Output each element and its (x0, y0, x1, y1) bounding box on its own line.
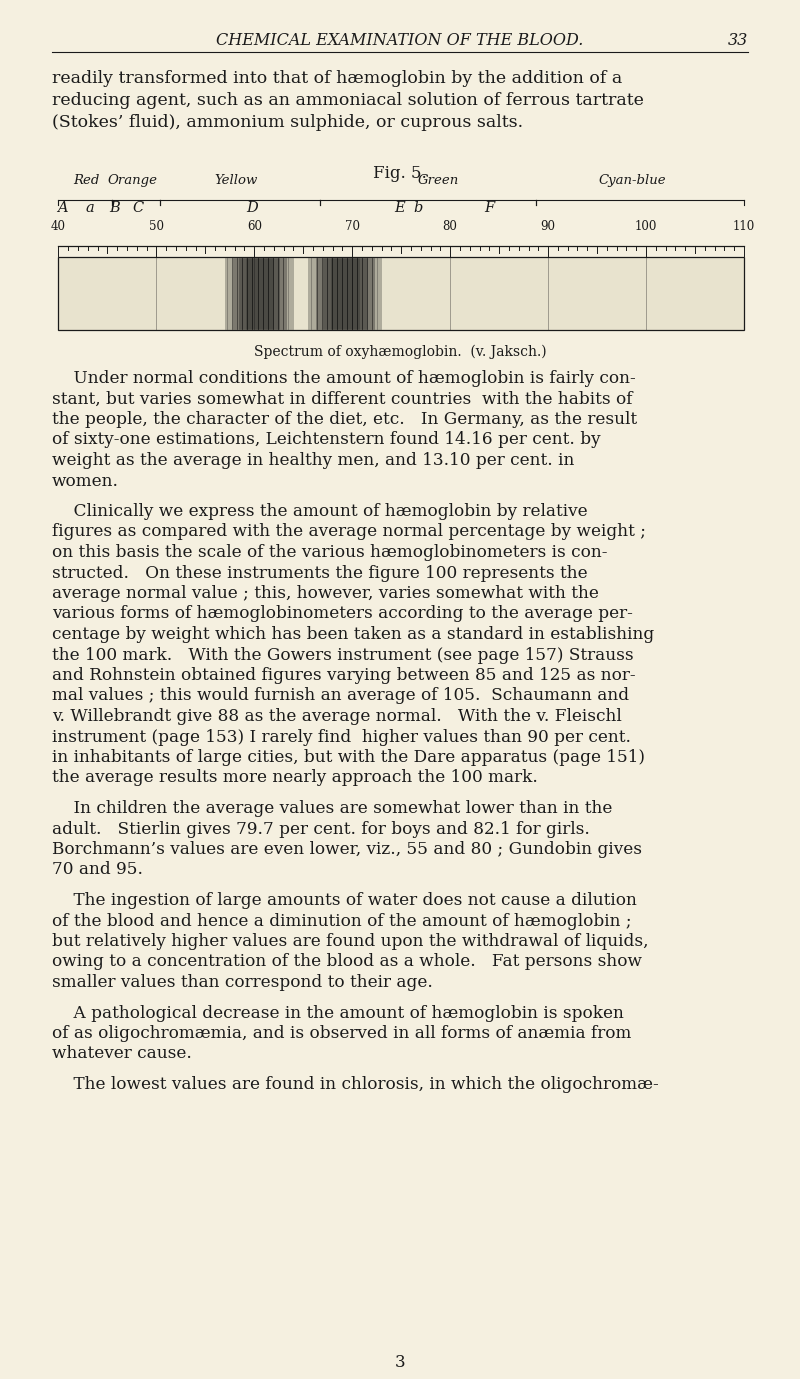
Text: Fig. 5.: Fig. 5. (373, 165, 427, 182)
Text: 60: 60 (246, 221, 262, 233)
Text: E: E (394, 201, 406, 215)
Text: smaller values than correspond to their age.: smaller values than correspond to their … (52, 974, 433, 992)
Text: stant, but varies somewhat in different countries  with the habits of: stant, but varies somewhat in different … (52, 390, 633, 408)
Text: 33: 33 (728, 32, 748, 50)
Text: average normal value ; this, however, varies somewhat with the: average normal value ; this, however, va… (52, 585, 599, 603)
Text: v. Willebrandt give 88 as the average normal.   With the v. Fleischl: v. Willebrandt give 88 as the average no… (52, 707, 622, 725)
Text: 70 and 95.: 70 and 95. (52, 862, 143, 878)
Text: Spectrum of oxyhæmoglobin.  (v. Jaksch.): Spectrum of oxyhæmoglobin. (v. Jaksch.) (254, 345, 546, 360)
Text: the 100 mark.   With the Gowers instrument (see page 157) Strauss: the 100 mark. With the Gowers instrument… (52, 647, 634, 663)
Text: B: B (109, 201, 120, 215)
Text: 80: 80 (442, 221, 458, 233)
Text: weight as the average in healthy men, and 13.10 per cent. in: weight as the average in healthy men, an… (52, 452, 574, 469)
Text: reducing agent, such as an ammoniacal solution of ferrous tartrate: reducing agent, such as an ammoniacal so… (52, 92, 644, 109)
Text: adult.   Stierlin gives 79.7 per cent. for boys and 82.1 for girls.: adult. Stierlin gives 79.7 per cent. for… (52, 821, 590, 837)
Text: Borchmann’s values are even lower, viz., 55 and 80 ; Gundobin gives: Borchmann’s values are even lower, viz.,… (52, 841, 642, 858)
Bar (58, 256, 744, 330)
Text: A: A (57, 201, 68, 215)
Text: structed.   On these instruments the figure 100 represents the: structed. On these instruments the figur… (52, 564, 588, 582)
Text: C: C (132, 201, 143, 215)
Text: b: b (413, 201, 422, 215)
Text: readily transformed into that of hæmoglobin by the addition of a: readily transformed into that of hæmoglo… (52, 70, 622, 87)
Text: Under normal conditions the amount of hæmoglobin is fairly con-: Under normal conditions the amount of hæ… (52, 370, 636, 387)
Text: in inhabitants of large cities, but with the Dare apparatus (page 151): in inhabitants of large cities, but with… (52, 749, 645, 765)
Text: figures as compared with the average normal percentage by weight ;: figures as compared with the average nor… (52, 524, 646, 541)
Text: a: a (86, 201, 94, 215)
Text: and Rohnstein obtained figures varying between 85 and 125 as nor-: and Rohnstein obtained figures varying b… (52, 667, 636, 684)
Text: The lowest values are found in chlorosis, in which the oligochromæ-: The lowest values are found in chlorosis… (52, 1076, 658, 1094)
Text: of sixty-one estimations, Leichtenstern found 14.16 per cent. by: of sixty-one estimations, Leichtenstern … (52, 432, 601, 448)
Text: 40: 40 (51, 221, 66, 233)
Text: of the blood and hence a diminution of the amount of hæmoglobin ;: of the blood and hence a diminution of t… (52, 913, 632, 929)
Text: F: F (485, 201, 494, 215)
Text: various forms of hæmoglobinometers according to the average per-: various forms of hæmoglobinometers accor… (52, 605, 633, 622)
Text: but relatively higher values are found upon the withdrawal of liquids,: but relatively higher values are found u… (52, 934, 649, 950)
Text: A pathological decrease in the amount of hæmoglobin is spoken: A pathological decrease in the amount of… (52, 1004, 624, 1022)
Text: Green: Green (418, 174, 459, 188)
Text: women.: women. (52, 473, 119, 490)
Text: Yellow: Yellow (214, 174, 258, 188)
Text: 110: 110 (733, 221, 755, 233)
Text: The ingestion of large amounts of water does not cause a dilution: The ingestion of large amounts of water … (52, 892, 637, 909)
Text: Clinically we express the amount of hæmoglobin by relative: Clinically we express the amount of hæmo… (52, 503, 588, 520)
Text: of as oligochromæmia, and is observed in all forms of anæmia from: of as oligochromæmia, and is observed in… (52, 1025, 631, 1043)
Text: 3: 3 (394, 1354, 406, 1371)
Text: the people, the character of the diet, etc.   In Germany, as the result: the people, the character of the diet, e… (52, 411, 637, 427)
Text: centage by weight which has been taken as a standard in establishing: centage by weight which has been taken a… (52, 626, 654, 643)
Text: In children the average values are somewhat lower than in the: In children the average values are somew… (52, 800, 612, 816)
Text: (Stokes’ fluid), ammonium sulphide, or cuprous salts.: (Stokes’ fluid), ammonium sulphide, or c… (52, 114, 523, 131)
Text: owing to a concentration of the blood as a whole.   Fat persons show: owing to a concentration of the blood as… (52, 953, 642, 971)
Text: mal values ; this would furnish an average of 105.  Schaumann and: mal values ; this would furnish an avera… (52, 688, 629, 705)
Text: 100: 100 (635, 221, 658, 233)
Text: whatever cause.: whatever cause. (52, 1045, 192, 1062)
Text: CHEMICAL EXAMINATION OF THE BLOOD.: CHEMICAL EXAMINATION OF THE BLOOD. (216, 32, 584, 50)
Text: D: D (246, 201, 258, 215)
Text: Orange: Orange (107, 174, 157, 188)
Text: Cyan-blue: Cyan-blue (598, 174, 666, 188)
Text: 70: 70 (345, 221, 360, 233)
Text: on this basis the scale of the various hæmoglobinometers is con-: on this basis the scale of the various h… (52, 543, 607, 561)
Text: 50: 50 (149, 221, 164, 233)
Text: Red: Red (74, 174, 99, 188)
Text: instrument (page 153) I rarely find  higher values than 90 per cent.: instrument (page 153) I rarely find high… (52, 728, 631, 746)
Text: 90: 90 (541, 221, 556, 233)
Text: the average results more nearly approach the 100 mark.: the average results more nearly approach… (52, 769, 538, 786)
